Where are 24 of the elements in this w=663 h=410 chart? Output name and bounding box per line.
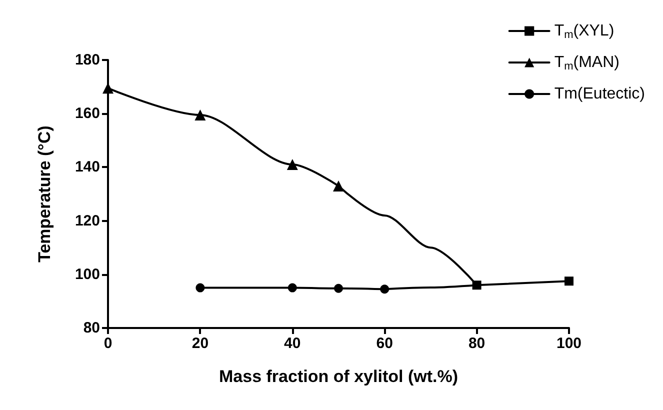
y-tick-label: 140 [74,158,100,176]
point [196,283,205,292]
point [564,276,574,286]
point [380,284,390,294]
point [334,284,343,293]
y-axis-title: Temperature (°C) [35,126,54,262]
x-tick-label: 20 [192,335,209,352]
legend-label: Tm(Eutectic) [554,86,645,102]
point [194,109,206,120]
point [333,180,344,192]
x-tick-label: 60 [376,335,393,352]
y-tick-label: 120 [74,212,100,230]
x-tick-label: 0 [104,335,112,352]
x-axis-title: Mass fraction of xylitol (wt.%) [219,367,458,386]
x-tick-label: 100 [556,335,582,352]
y-tick-label: 80 [83,320,100,336]
x-tick-label: 80 [468,335,486,352]
y-tick-label: 180 [74,52,100,68]
point [286,159,298,170]
y-tick-label: 160 [74,105,100,122]
x-tick-label: 40 [284,335,301,352]
point [472,280,482,290]
y-tick-label: 100 [74,266,100,283]
point [288,283,297,292]
